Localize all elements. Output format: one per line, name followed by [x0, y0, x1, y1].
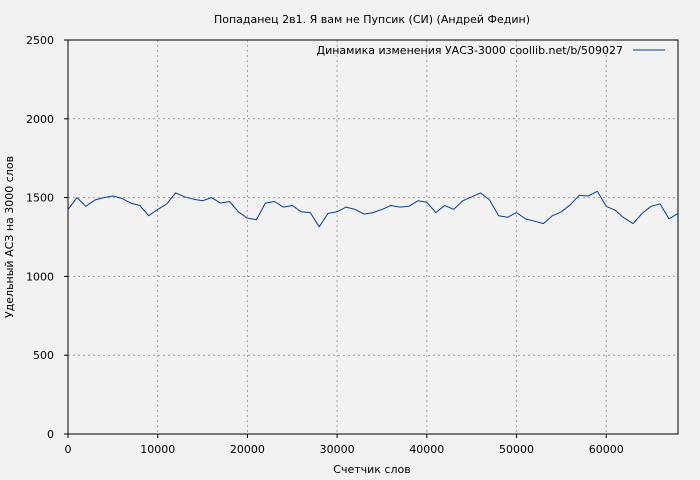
x-tick-label: 60000	[589, 443, 624, 456]
x-tick-label: 50000	[499, 443, 534, 456]
y-axis-label: Удельный АСЗ на 3000 слов	[3, 156, 16, 318]
y-axis: 0 500 1000 1500 2000 2500	[26, 34, 68, 441]
y-tick-label: 500	[33, 349, 54, 362]
x-axis-label: Счетчик слов	[333, 463, 410, 476]
legend-label: Динамика изменения УАСЗ-3000 coollib.net…	[317, 44, 624, 57]
legend: Динамика изменения УАСЗ-3000 coollib.net…	[317, 44, 665, 57]
y-tick-label: 2500	[26, 34, 54, 47]
grid	[68, 40, 678, 434]
chart-title: Попаданец 2в1. Я вам не Пупсик (СИ) (Анд…	[214, 13, 530, 26]
series-line	[67, 190, 679, 228]
x-tick-label: 40000	[409, 443, 444, 456]
x-tick-label: 0	[65, 443, 72, 456]
x-axis: 0 10000 20000 30000 40000 50000 60000	[65, 434, 624, 456]
y-tick-label: 2000	[26, 113, 54, 126]
y-tick-label: 0	[47, 428, 54, 441]
plot-frame	[67, 39, 679, 435]
series-group	[67, 190, 679, 228]
x-tick-label: 30000	[320, 443, 355, 456]
x-tick-label: 20000	[230, 443, 265, 456]
y-tick-label: 1000	[26, 270, 54, 283]
y-tick-label: 1500	[26, 192, 54, 205]
x-tick-label: 10000	[140, 443, 175, 456]
